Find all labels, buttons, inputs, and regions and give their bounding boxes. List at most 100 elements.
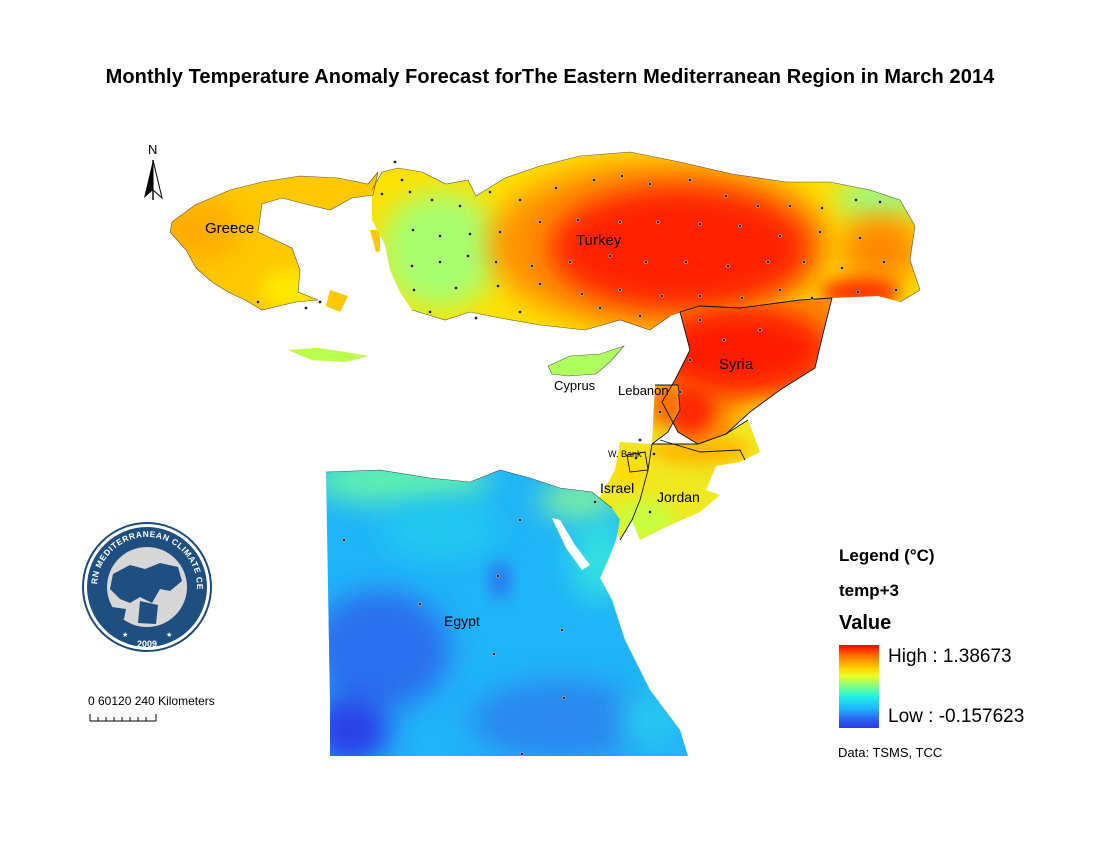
- station-dot: [882, 260, 886, 264]
- station-dot: [494, 260, 498, 264]
- legend-title: Legend (°C): [839, 546, 935, 565]
- north-letter: N: [148, 142, 158, 157]
- station-dot: [878, 200, 882, 204]
- turkey-temperature-field: [372, 152, 920, 330]
- station-dot: [758, 328, 762, 332]
- station-dot: [658, 410, 662, 414]
- station-dot: [726, 264, 730, 268]
- station-dot: [468, 232, 472, 236]
- station-dot: [492, 652, 496, 656]
- scale-labels: 0 60120 240 Kilometers: [88, 694, 215, 708]
- station-dot: [518, 518, 522, 522]
- gulf-waters: [552, 518, 628, 575]
- label-egypt: Egypt: [444, 613, 480, 629]
- station-markers: [230, 160, 898, 756]
- station-dot: [648, 510, 652, 514]
- station-dot: [576, 218, 580, 222]
- station-dot: [840, 266, 844, 270]
- station-dot: [766, 260, 770, 264]
- label-turkey: Turkey: [576, 232, 622, 249]
- station-dot: [618, 288, 622, 292]
- station-dot: [698, 294, 702, 298]
- station-dot: [656, 220, 660, 224]
- station-dot: [608, 254, 612, 258]
- station-dot: [638, 314, 642, 318]
- station-dot: [520, 752, 524, 756]
- station-dot: [854, 198, 858, 202]
- station-dot: [304, 306, 308, 310]
- station-dot: [788, 204, 792, 208]
- station-dot: [408, 190, 412, 194]
- label-israel: Israel: [600, 480, 635, 496]
- station-dot: [438, 260, 442, 264]
- station-dot: [562, 696, 566, 700]
- station-dot: [856, 290, 860, 294]
- station-dot: [644, 260, 648, 264]
- station-dot: [738, 224, 742, 228]
- station-dot: [722, 338, 726, 342]
- station-dot: [618, 220, 622, 224]
- station-dot: [652, 452, 656, 456]
- station-dot: [580, 292, 584, 296]
- label-cyprus: Cyprus: [554, 378, 596, 393]
- legend-low-label: Low : -0.157623: [888, 706, 1025, 727]
- station-dot: [458, 204, 462, 208]
- station-dot: [660, 294, 664, 298]
- label-syria: Syria: [719, 356, 754, 373]
- station-dot: [488, 190, 492, 194]
- station-dot: [778, 234, 782, 238]
- label-lebanon: Lebanon: [618, 383, 669, 398]
- svg-text:★: ★: [122, 631, 128, 639]
- station-dot: [410, 264, 414, 268]
- station-dot: [256, 300, 260, 304]
- station-dot: [393, 160, 397, 164]
- station-dot: [688, 358, 692, 362]
- station-dot: [318, 300, 322, 304]
- scale-bar: [89, 714, 157, 722]
- coastlines: [169, 151, 921, 509]
- station-dot: [454, 286, 458, 290]
- station-dot: [756, 204, 760, 208]
- legend-value-heading: Value: [839, 612, 892, 634]
- map-title: Monthly Temperature Anomaly Forecast for…: [105, 66, 995, 88]
- station-dot: [778, 288, 782, 292]
- svg-text:2009: 2009: [137, 639, 157, 649]
- station-dot: [400, 178, 404, 182]
- label-jordan: Jordan: [657, 489, 700, 505]
- station-dot: [418, 602, 422, 606]
- label-greece: Greece: [205, 220, 255, 237]
- station-dot: [810, 296, 814, 300]
- station-dot: [498, 230, 502, 234]
- station-dot: [802, 260, 806, 264]
- station-dot: [684, 260, 688, 264]
- station-dot: [593, 500, 597, 504]
- station-dot: [430, 198, 434, 202]
- station-dot: [496, 284, 500, 288]
- data-source: Data: TSMS, TCC: [838, 745, 943, 760]
- station-dot: [568, 260, 572, 264]
- legend-layer-name: temp+3: [839, 581, 899, 600]
- station-dot: [518, 198, 522, 202]
- station-dot: [342, 538, 346, 542]
- station-dot: [380, 192, 384, 196]
- station-dot: [724, 194, 728, 198]
- svg-text:★: ★: [166, 631, 172, 639]
- station-dot: [496, 574, 500, 578]
- station-dot: [428, 310, 432, 314]
- station-dot: [474, 316, 478, 320]
- station-dot: [466, 254, 470, 258]
- station-dot: [688, 178, 692, 182]
- station-dot: [560, 628, 564, 632]
- legend-color-ramp: [839, 645, 879, 728]
- station-dot: [634, 456, 638, 460]
- country-borders: [619, 297, 833, 541]
- station-dot: [538, 220, 542, 224]
- label-west-bank: W. Bank: [608, 449, 642, 459]
- station-dot: [820, 206, 824, 210]
- station-dot: [554, 186, 558, 190]
- station-dot: [530, 264, 534, 268]
- station-dot: [894, 288, 898, 292]
- station-dot: [592, 178, 596, 182]
- station-dot: [518, 310, 522, 314]
